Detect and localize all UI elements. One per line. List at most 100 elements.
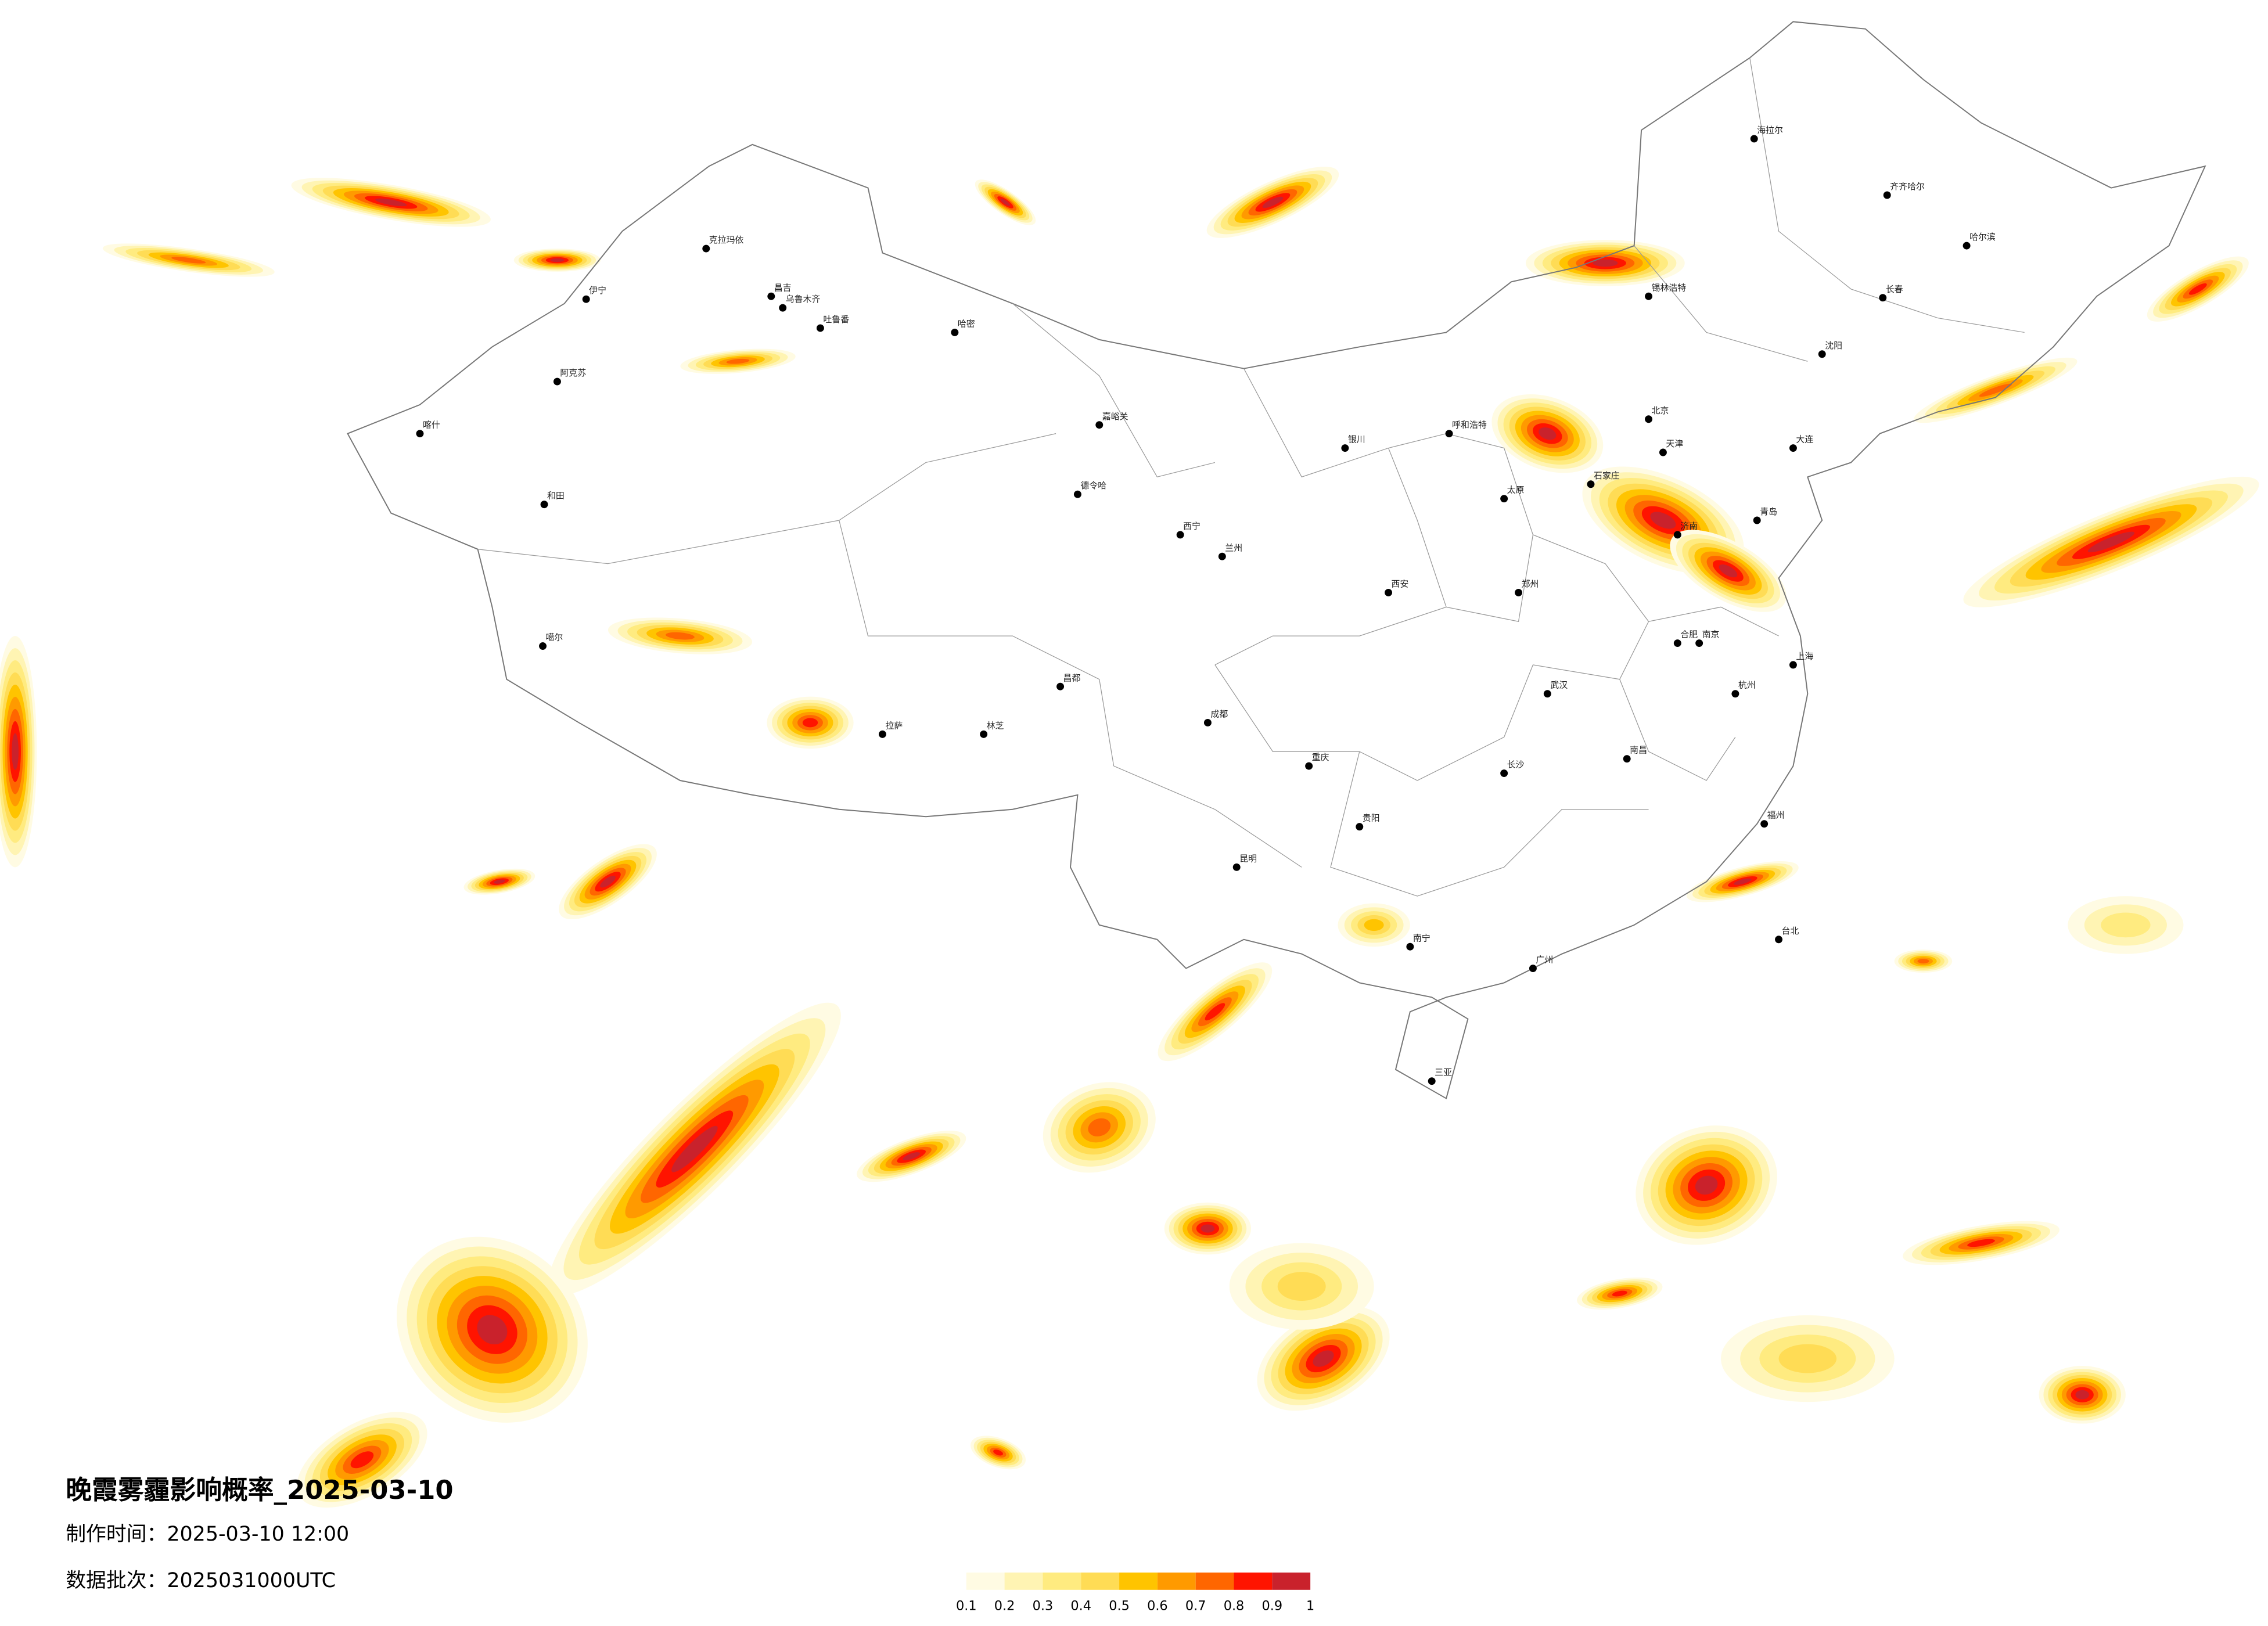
city-dot	[1203, 718, 1212, 726]
city-dot	[1883, 191, 1891, 199]
colorbar-cell	[1119, 1572, 1158, 1590]
city-dot	[702, 244, 710, 253]
haze-area	[1778, 1344, 1837, 1373]
colorbar-tick-label: 0.8	[1224, 1599, 1245, 1614]
city-label: 吐鲁番	[823, 314, 849, 325]
haze-area	[666, 632, 695, 640]
haze-area	[1000, 199, 1011, 206]
colorbar-tick-label: 0.1	[956, 1599, 977, 1614]
haze-area	[375, 198, 407, 207]
city-label: 郑州	[1522, 578, 1539, 589]
data-batch: 数据批次：2025031000UTC	[66, 1569, 336, 1592]
colorbar-cell	[1195, 1572, 1234, 1590]
haze-area	[1695, 1175, 1718, 1195]
city-label: 德令哈	[1080, 480, 1106, 491]
haze-area	[550, 258, 565, 262]
haze-area	[1967, 1239, 1995, 1247]
city-dot	[1789, 444, 1797, 452]
city-label: 齐齐哈尔	[1890, 181, 1925, 192]
city-dot	[582, 295, 590, 303]
map-title: 晚霞雾霾影响概率_2025-03-10	[66, 1474, 453, 1505]
colorbar-tick-label: 0.2	[994, 1599, 1015, 1614]
colorbar-tick-label: 0.7	[1185, 1599, 1206, 1614]
city-label: 银川	[1348, 434, 1365, 445]
colorbar-cell	[966, 1572, 1005, 1590]
haze-area	[903, 1152, 921, 1161]
city-label: 长沙	[1507, 760, 1525, 770]
city-label: 武汉	[1550, 680, 1568, 690]
haze-area	[1917, 959, 1929, 964]
city-dot	[1879, 294, 1887, 302]
city-label: 北京	[1652, 405, 1669, 416]
city-dot	[1232, 863, 1241, 871]
haze-area	[1201, 1224, 1215, 1233]
haze-area	[802, 718, 818, 728]
city-dot	[1760, 820, 1769, 828]
colorbar: 0.1 0.2 0.3 0.4 0.5 0.6 0.7 0.8 0.9 1	[956, 1572, 1314, 1614]
city-label: 青岛	[1760, 506, 1777, 517]
haze-layer	[0, 167, 2259, 1508]
country-border	[347, 21, 2206, 1100]
city-dot	[951, 328, 959, 336]
city-dot	[1176, 531, 1184, 539]
city-dot	[878, 730, 886, 738]
city-dot	[1775, 936, 1783, 944]
city-dot	[1587, 480, 1595, 488]
city-dot	[1341, 444, 1349, 452]
haze-area	[12, 733, 19, 770]
colorbar-cell	[1043, 1572, 1081, 1590]
city-label: 西安	[1392, 578, 1409, 589]
haze-area	[1364, 919, 1384, 931]
city-dot	[1789, 661, 1797, 669]
city-dot	[416, 430, 424, 438]
city-dot	[1056, 682, 1065, 690]
city-dot	[540, 501, 548, 509]
haze-area	[600, 875, 616, 888]
city-label: 锡林浩特	[1652, 282, 1687, 293]
haze-area	[350, 1451, 374, 1469]
haze-area	[1612, 1290, 1627, 1297]
city-dot	[1673, 531, 1681, 539]
city-label: 昌都	[1063, 672, 1081, 683]
haze-area	[2075, 1390, 2090, 1400]
city-label: 乌鲁木齐	[786, 294, 821, 304]
city-dot	[1073, 490, 1081, 498]
city-dot	[1406, 942, 1414, 951]
city-label: 哈密	[958, 318, 975, 329]
city-dot	[980, 730, 988, 738]
haze-area	[1088, 1118, 1111, 1136]
city-dot	[539, 642, 547, 650]
haze-area	[1277, 1272, 1326, 1301]
city-label: 哈尔滨	[1969, 232, 1996, 242]
colorbar-tick-label: 0.6	[1147, 1599, 1168, 1614]
colorbar-tick-label: 0.5	[1109, 1599, 1130, 1614]
city-dot	[1753, 516, 1761, 524]
city-label: 天津	[1666, 438, 1683, 449]
city-dot	[816, 324, 824, 332]
city-dot	[1515, 588, 1523, 596]
city-dot	[1356, 823, 1364, 831]
colorbar-tick-label: 0.4	[1070, 1599, 1091, 1614]
city-label: 南京	[1702, 629, 1720, 640]
city-label: 贵阳	[1363, 813, 1380, 823]
haze-area	[1539, 427, 1557, 440]
city-dot	[1963, 242, 1971, 250]
city-label: 林芝	[987, 720, 1004, 731]
city-label: 上海	[1796, 651, 1813, 661]
city-label: 嘉峪关	[1102, 411, 1128, 422]
city-dot	[1428, 1077, 1436, 1085]
city-dot	[1500, 769, 1508, 778]
haze-area	[477, 1315, 508, 1345]
city-label: 昌吉	[774, 282, 792, 293]
city-dot	[553, 377, 561, 386]
colorbar-tick-label: 0.3	[1033, 1599, 1054, 1614]
haze-area	[1719, 564, 1738, 578]
city-dot	[1659, 448, 1667, 456]
haze-area	[1650, 512, 1676, 529]
haze-area	[2087, 531, 2135, 553]
city-label: 昆明	[1239, 853, 1257, 864]
